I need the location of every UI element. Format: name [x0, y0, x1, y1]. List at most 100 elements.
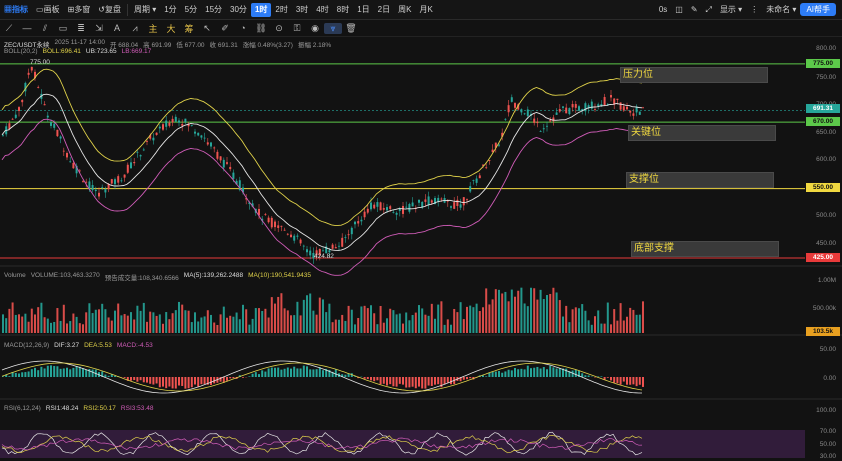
macd-bar	[510, 370, 513, 377]
measure-tool-icon[interactable]: ⇲	[95, 22, 103, 33]
volume-bar	[136, 305, 139, 333]
candle-body	[114, 179, 116, 185]
candle-body	[626, 106, 628, 110]
filter-tool-icon[interactable]: ⩔	[324, 22, 342, 34]
candle-body	[610, 95, 612, 98]
candle-body	[72, 162, 75, 169]
brush-tool-icon[interactable]: ✐	[221, 22, 229, 33]
macd-bar	[274, 367, 276, 377]
pattern-tool-icon[interactable]: ⩘	[132, 22, 138, 33]
volume-bar	[142, 302, 145, 333]
link-tool-icon[interactable]: ⛓	[255, 22, 267, 33]
drawing-board-button[interactable]: ▭画板	[36, 5, 60, 14]
price-tag-550: 550.00	[806, 183, 840, 192]
volume-bar	[389, 308, 392, 333]
macd-bar	[558, 368, 561, 377]
line-tool-icon[interactable]: ⟋	[5, 22, 13, 33]
tf-1m[interactable]: 1分	[164, 5, 177, 14]
cursor-tool-icon[interactable]: ↖	[203, 22, 211, 33]
zhu-tool-icon[interactable]: 主	[148, 23, 158, 34]
alert-tool-icon[interactable]: ◔	[240, 23, 246, 33]
candle-body	[174, 116, 177, 122]
candle-body	[366, 208, 369, 213]
candle-body	[334, 247, 337, 249]
candle-body	[405, 206, 408, 208]
macd-bar	[85, 369, 88, 377]
volume-bar	[517, 290, 520, 333]
candle-body	[616, 98, 619, 100]
candle-body	[494, 142, 497, 148]
macd-bar	[440, 377, 443, 388]
text-tool-icon[interactable]: A	[113, 23, 120, 33]
chart-canvas[interactable]	[0, 37, 842, 461]
volume-bar	[226, 317, 228, 333]
rsi-band	[0, 430, 805, 458]
tf-1h[interactable]: 1时	[250, 2, 272, 17]
more-icon[interactable]: ⋮	[750, 5, 759, 14]
volume-bar	[622, 320, 625, 333]
volume-bar	[542, 299, 545, 333]
tf-2d[interactable]: 2日	[377, 5, 391, 14]
macd-bar	[498, 371, 500, 377]
bottom-support-zone[interactable]: 底部支撑	[631, 241, 779, 257]
volume-bar	[238, 319, 241, 333]
volume-bar	[120, 315, 123, 333]
candle-body	[562, 106, 564, 108]
tf-30m[interactable]: 30分	[230, 5, 247, 14]
tf-4h[interactable]: 4时	[316, 5, 329, 14]
indicator-button[interactable]: ▦指标	[4, 5, 28, 14]
channel-tool-icon[interactable]: ⫽	[42, 22, 47, 33]
volume-bar	[59, 320, 62, 333]
volume-bar	[338, 319, 340, 333]
eye-icon[interactable]: ◉	[311, 22, 319, 33]
tf-1d[interactable]: 1日	[357, 5, 370, 14]
key-zone[interactable]: 关键位	[628, 125, 776, 141]
volume-bar	[261, 311, 264, 333]
volume-bar	[408, 320, 411, 333]
tf-week[interactable]: 周K	[398, 5, 412, 14]
resistance-zone[interactable]: 压力位	[620, 67, 768, 83]
tf-3h[interactable]: 3时	[295, 5, 309, 14]
macd-bar	[392, 377, 395, 387]
boll-lb-value: LB:669.17	[121, 48, 152, 55]
replay-button[interactable]: ↺复盘	[98, 5, 121, 14]
tf-month[interactable]: 月K	[419, 5, 433, 14]
volume-bar	[603, 323, 606, 333]
macd-bar	[533, 367, 536, 377]
volume-bar	[632, 309, 635, 333]
macd-bar	[363, 377, 366, 379]
trash-icon[interactable]: 🗑	[345, 22, 357, 33]
candle-body	[523, 113, 526, 115]
tf-5m[interactable]: 5分	[184, 5, 198, 14]
horizontal-line-icon[interactable]: —	[22, 23, 32, 33]
fib-tool-icon[interactable]: ≣	[77, 22, 85, 33]
account-dropdown[interactable]: 未命名 ▾	[766, 5, 797, 14]
candle-body	[450, 206, 452, 208]
tf-2h[interactable]: 2时	[275, 5, 288, 14]
display-button[interactable]: 显示 ▾	[719, 5, 743, 14]
period-dropdown[interactable]: 周期 ▾	[133, 5, 157, 14]
expand-icon[interactable]: ⤢	[705, 5, 712, 14]
candle-body	[462, 197, 465, 206]
volume-bar	[584, 310, 587, 333]
da-tool-icon[interactable]: 大	[166, 23, 176, 34]
chou-tool-icon[interactable]: 筹	[184, 23, 194, 34]
candle-body	[398, 208, 401, 211]
magnet-tool-icon[interactable]: ⊙	[275, 22, 283, 33]
candle-body	[302, 245, 305, 247]
rectangle-tool-icon[interactable]: ▭	[58, 22, 68, 33]
lock-icon[interactable]: ⚿	[293, 22, 301, 33]
support-zone[interactable]: 支撑位	[626, 172, 774, 188]
pencil-icon[interactable]: ✎	[690, 5, 698, 14]
candle-body	[149, 135, 152, 139]
tf-15m[interactable]: 15分	[205, 5, 223, 14]
camera-icon[interactable]: ◫	[675, 5, 683, 14]
multi-window-button[interactable]: ⊞多窗	[67, 5, 91, 14]
ai-assistant-button[interactable]: AI帮手	[800, 3, 836, 16]
volume-bar	[373, 313, 376, 333]
macd-bar	[574, 369, 577, 377]
candle-body	[344, 237, 347, 238]
tf-8h[interactable]: 8时	[336, 5, 350, 14]
rsi1-value: RSI1:48.24	[45, 405, 79, 412]
macd-bar	[133, 377, 136, 381]
